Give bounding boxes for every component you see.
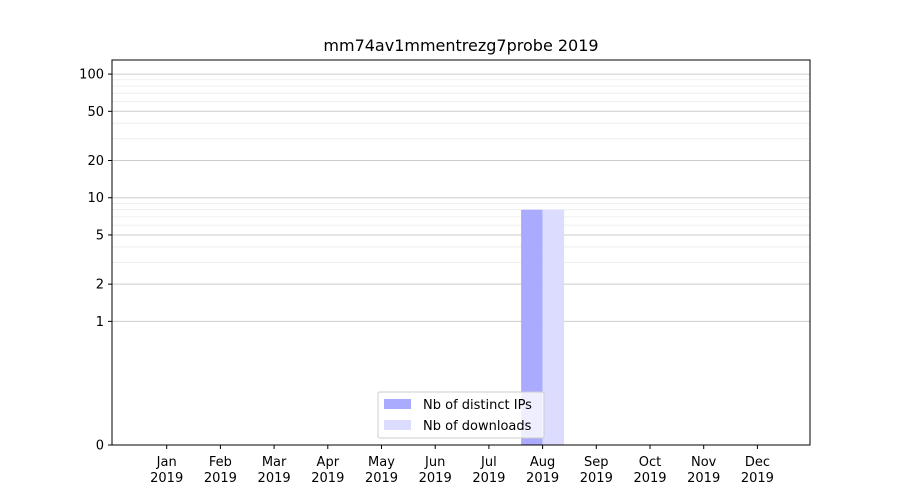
x-tick-label-month: Mar — [262, 455, 287, 470]
x-tick-label-year: 2019 — [741, 471, 774, 486]
x-axis: Jan2019Feb2019Mar2019Apr2019May2019Jun20… — [150, 445, 774, 486]
grid-lines — [112, 73, 810, 322]
x-tick-label-year: 2019 — [258, 471, 291, 486]
x-tick-label-month: Sep — [584, 455, 609, 470]
y-tick-label: 5 — [96, 228, 104, 243]
x-tick-label-month: Oct — [639, 455, 661, 470]
plot-frame — [111, 59, 811, 446]
x-tick-label-month: Jul — [480, 455, 497, 470]
y-tick-label: 50 — [87, 105, 104, 120]
x-tick-label-month: Aug — [530, 455, 555, 470]
x-tick-label-year: 2019 — [633, 471, 666, 486]
x-tick-label-month: Feb — [209, 455, 232, 470]
bar-downloads — [542, 209, 565, 445]
legend-label-distinct-ips: Nb of distinct IPs — [423, 398, 532, 413]
x-tick-label-month: Apr — [317, 455, 340, 470]
x-tick-label-month: May — [368, 455, 395, 470]
y-tick-label: 10 — [87, 191, 104, 206]
bar-distinct-ips — [521, 209, 543, 445]
y-tick-label: 0 — [96, 439, 104, 454]
x-tick-label-year: 2019 — [365, 471, 398, 486]
x-tick-label-month: Dec — [745, 455, 770, 470]
x-tick-label-year: 2019 — [526, 471, 559, 486]
x-tick-label-month: Jan — [156, 455, 177, 470]
x-tick-label-year: 2019 — [150, 471, 183, 486]
y-tick-label: 100 — [79, 68, 104, 83]
legend-label-downloads: Nb of downloads — [423, 419, 532, 434]
x-tick-label-year: 2019 — [204, 471, 237, 486]
x-tick-label-year: 2019 — [580, 471, 613, 486]
y-tick-label: 1 — [96, 315, 104, 330]
legend-swatch-downloads — [384, 420, 411, 430]
legend: Nb of distinct IPs Nb of downloads — [377, 391, 545, 439]
x-tick-label-month: Nov — [691, 455, 717, 470]
x-tick-label-year: 2019 — [311, 471, 344, 486]
x-tick-label-year: 2019 — [419, 471, 452, 486]
legend-box — [377, 391, 545, 439]
bars — [521, 209, 565, 445]
y-axis: 0 1 2 5 10 20 50 100 — [79, 68, 112, 454]
x-tick-label-year: 2019 — [687, 471, 720, 486]
chart-title: mm74av1mmentrezg7probe 2019 — [323, 36, 598, 55]
legend-swatch-distinct-ips — [384, 399, 411, 409]
x-tick-label-year: 2019 — [472, 471, 505, 486]
x-tick-label-month: Jun — [424, 455, 445, 470]
y-tick-label: 2 — [96, 278, 104, 293]
y-tick-label: 20 — [87, 154, 104, 169]
